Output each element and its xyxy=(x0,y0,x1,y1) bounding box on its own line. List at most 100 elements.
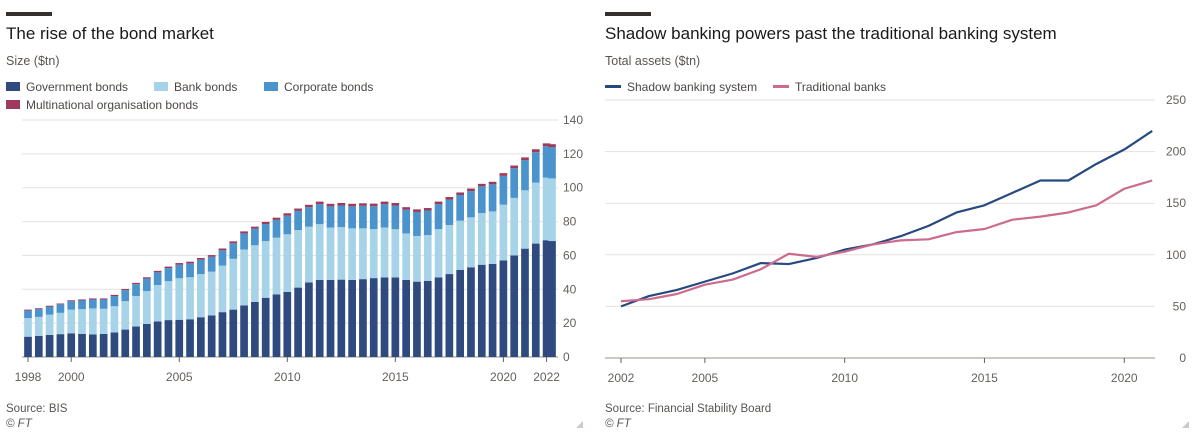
bar-segment-government-bonds xyxy=(132,326,140,357)
x-tick-label: 1998 xyxy=(15,370,42,384)
bar-segment-multinational-organisation-bonds xyxy=(186,261,194,264)
bar-segment-government-bonds xyxy=(99,333,108,357)
right-credit: © FT xyxy=(605,418,631,430)
bar-segment-government-bonds xyxy=(240,305,248,357)
bar-segment-bank-bonds xyxy=(153,285,162,322)
bar-segment-government-bonds xyxy=(207,315,216,357)
series-line-traditional-banks xyxy=(620,179,1153,303)
legend-swatch-corporate xyxy=(264,82,278,92)
bar-segment-bank-bonds xyxy=(24,318,32,337)
bar-segment-corporate-bonds xyxy=(132,284,140,297)
bar-segment-multinational-organisation-bonds xyxy=(132,282,140,285)
bar-segment-government-bonds xyxy=(24,336,32,357)
x-tick-label: 2002 xyxy=(608,371,635,385)
bar-segment-multinational-organisation-bonds xyxy=(121,288,130,291)
legend-item-multinational-bonds: Multinational organisation bonds xyxy=(6,98,198,112)
bar-segment-corporate-bonds xyxy=(380,204,389,228)
right-source: Source: Financial Stability Board xyxy=(605,403,772,415)
bar-segment-corporate-bonds xyxy=(510,168,519,198)
bar-segment-corporate-bonds xyxy=(369,206,378,230)
legend-line-traditional xyxy=(773,85,789,89)
bar-segment-corporate-bonds xyxy=(186,263,194,278)
bar-segment-bank-bonds xyxy=(531,182,540,244)
left-top-rule xyxy=(6,12,52,16)
bar-segment-bank-bonds xyxy=(142,290,151,324)
bar-segment-corporate-bonds xyxy=(467,191,475,218)
right-resize-corner-icon xyxy=(1182,421,1189,428)
bar-segment-government-bonds xyxy=(315,279,324,357)
bar-segment-corporate-bonds xyxy=(153,272,162,286)
bar-segment-multinational-organisation-bonds xyxy=(88,298,97,300)
bar-segment-bank-bonds xyxy=(456,220,465,270)
bar-segment-corporate-bonds xyxy=(78,300,86,310)
bar-segment-multinational-organisation-bonds xyxy=(434,201,443,205)
bar-segment-government-bonds xyxy=(121,329,130,357)
legend-item-government-bonds: Government bonds xyxy=(6,80,128,94)
y-tick-label: 100 xyxy=(1166,248,1186,262)
bar-segment-bank-bonds xyxy=(56,312,65,335)
y-tick-label: 60 xyxy=(563,248,577,262)
bar-segment-bank-bonds xyxy=(197,274,205,318)
bar-segment-government-bonds xyxy=(142,323,151,357)
y-tick-label: 40 xyxy=(563,282,577,296)
bar-segment-corporate-bonds xyxy=(402,209,410,234)
bar-segment-government-bonds xyxy=(391,277,400,357)
bar-segment-government-bonds xyxy=(413,281,421,357)
right-legend: Shadow banking system Traditional banks xyxy=(605,80,1165,96)
bar-segment-corporate-bonds xyxy=(67,301,76,310)
bar-segment-government-bonds xyxy=(305,282,313,357)
bar-segment-bank-bonds xyxy=(499,204,508,261)
bar-segment-bank-bonds xyxy=(423,235,432,281)
bar-segment-government-bonds xyxy=(110,332,119,357)
bar-segment-government-bonds xyxy=(229,309,238,357)
bar-segment-multinational-organisation-bonds xyxy=(477,183,486,187)
bar-segment-corporate-bonds xyxy=(499,175,508,205)
bar-segment-bank-bonds xyxy=(164,281,173,321)
bar-segment-government-bonds xyxy=(531,243,540,357)
bar-segment-multinational-organisation-bonds xyxy=(467,188,475,192)
bar-segment-corporate-bonds xyxy=(218,250,227,266)
bar-segment-multinational-organisation-bonds xyxy=(359,203,367,206)
bar-segment-multinational-organisation-bonds xyxy=(499,173,508,176)
bar-segment-government-bonds xyxy=(175,319,184,357)
bar-segment-multinational-organisation-bonds xyxy=(548,144,556,148)
series-line-shadow-banking-system xyxy=(620,130,1153,308)
legend-swatch-bank xyxy=(154,82,168,92)
bar-segment-government-bonds xyxy=(67,333,76,357)
legend-item-bank-bonds: Bank bonds xyxy=(154,80,237,94)
bar-segment-bank-bonds xyxy=(110,306,119,333)
bar-segment-multinational-organisation-bonds xyxy=(110,294,119,297)
bar-segment-corporate-bonds xyxy=(34,309,43,317)
y-tick-label: 50 xyxy=(1173,299,1187,313)
x-tick-label: 2015 xyxy=(382,370,409,384)
legend-label: Multinational organisation bonds xyxy=(26,98,199,112)
left-chart-panel: The rise of the bond market Size ($tn) G… xyxy=(0,0,590,439)
left-credit: © FT xyxy=(6,418,32,430)
bar-segment-government-bonds xyxy=(380,277,389,357)
x-tick-label: 2010 xyxy=(274,370,301,384)
y-tick-label: 0 xyxy=(1179,351,1186,365)
bar-segment-corporate-bonds xyxy=(56,304,65,313)
bar-segment-government-bonds xyxy=(348,279,356,357)
bar-segment-corporate-bonds xyxy=(272,219,281,238)
bar-segment-government-bonds xyxy=(164,320,173,357)
bar-segment-government-bonds xyxy=(197,317,205,357)
bar-segment-bank-bonds xyxy=(261,241,270,298)
bar-segment-multinational-organisation-bonds xyxy=(326,203,335,207)
bar-segment-bank-bonds xyxy=(521,190,529,249)
bar-segment-government-bonds xyxy=(261,297,270,357)
bar-segment-bank-bonds xyxy=(175,278,184,320)
bar-segment-bank-bonds xyxy=(413,235,421,282)
bar-segment-government-bonds xyxy=(467,267,475,357)
legend-item-shadow-banking: Shadow banking system xyxy=(605,80,757,94)
bar-segment-corporate-bonds xyxy=(456,194,465,221)
bar-segment-corporate-bonds xyxy=(229,243,238,259)
bar-segment-government-bonds xyxy=(499,260,508,357)
x-tick-label: 2020 xyxy=(1111,371,1138,385)
bar-segment-government-bonds xyxy=(510,255,519,357)
bar-segment-corporate-bonds xyxy=(477,186,486,214)
bar-segment-bank-bonds xyxy=(207,271,216,316)
bar-segment-corporate-bonds xyxy=(348,206,356,229)
bar-segment-corporate-bonds xyxy=(542,146,551,178)
bar-segment-corporate-bonds xyxy=(251,228,259,246)
